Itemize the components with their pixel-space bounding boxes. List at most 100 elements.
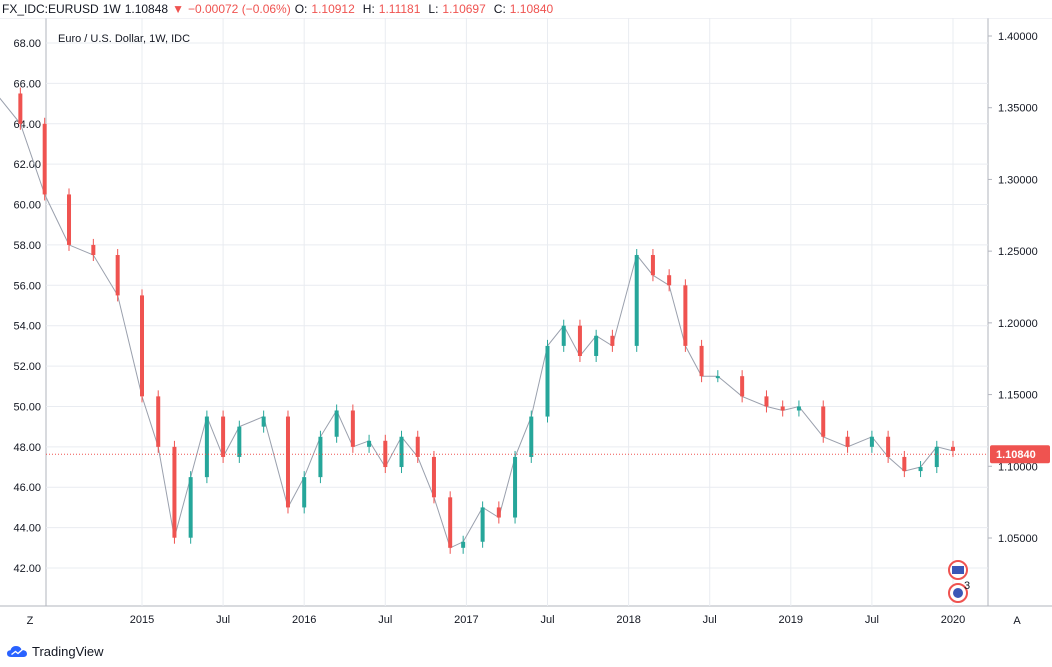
candle-body — [461, 541, 466, 548]
candle-body — [115, 255, 120, 296]
candle-body — [650, 255, 655, 276]
candle-body — [172, 446, 177, 538]
open-value: 1.10912 — [311, 2, 355, 16]
left-axis-tick-label: 54.00 — [13, 321, 41, 333]
time-axis-tick-label: 2015 — [130, 614, 154, 626]
candle-body — [561, 325, 566, 346]
left-axis-tick-label: 68.00 — [13, 38, 41, 50]
right-axis-tick-label: 1.20000 — [998, 318, 1038, 330]
candle-body — [545, 345, 550, 417]
time-axis-tick-label: 2017 — [454, 614, 478, 626]
zoom-button[interactable] — [20, 611, 40, 629]
open-label: O: — [294, 2, 308, 16]
price-chart[interactable]: 68.00 66.00 64.00 62.00 60.00 58.00 56.00 54.00… — [0, 18, 1052, 636]
candle-body — [780, 406, 785, 411]
left-axis-tick-label: 64.00 — [13, 119, 41, 131]
branding-text: TradingView — [32, 644, 104, 659]
tradingview-logo[interactable]: TradingView — [6, 644, 104, 659]
us-flag-inner-icon — [952, 566, 964, 574]
candle-body — [715, 376, 720, 379]
right-axis-tick-label: 1.40000 — [998, 31, 1038, 43]
candle-body — [188, 477, 193, 538]
candle-body — [156, 396, 161, 447]
left-axis-tick-label: 62.00 — [13, 159, 41, 171]
time-axis-tick-label: 2019 — [779, 614, 803, 626]
chart-background — [0, 18, 1052, 636]
auto-scale-button[interactable] — [1007, 611, 1027, 629]
symbol-name[interactable]: FX_IDC:EURUSD — [2, 2, 99, 16]
candle-body — [610, 335, 615, 346]
low-value: 1.10697 — [442, 2, 486, 16]
left-axis-tick-label: 42.00 — [13, 563, 41, 575]
candle-body — [634, 255, 639, 346]
close-value: 1.10840 — [509, 2, 554, 16]
chart-title: Euro / U.S. Dollar, 1W, IDC — [58, 33, 190, 45]
left-axis-tick-label: 46.00 — [13, 482, 41, 494]
candle-body — [67, 194, 72, 245]
candle-body — [934, 446, 939, 468]
candle-body — [318, 436, 323, 478]
left-axis-tick-label: 50.00 — [13, 401, 41, 413]
candle-body — [699, 345, 704, 377]
candle-body — [367, 440, 372, 447]
time-axis-tick-label: Jul — [865, 614, 879, 626]
right-axis-tick-label: 1.15000 — [998, 390, 1038, 402]
last-price: 1.10848 — [124, 2, 169, 16]
candle-body — [869, 436, 874, 447]
right-axis-tick-label: 1.35000 — [998, 103, 1038, 115]
tradingview-cloud-icon — [7, 645, 27, 657]
interval-label[interactable]: 1W — [102, 2, 121, 16]
candle-body — [764, 396, 769, 407]
eu-flag-inner-icon — [953, 588, 963, 598]
zoom-button-label[interactable]: Z — [27, 615, 34, 627]
candle-body — [431, 456, 436, 498]
candle-body — [285, 416, 290, 508]
left-axis-tick-label: 44.00 — [13, 523, 41, 535]
price-change: −0.00072 (−0.06%) — [187, 2, 291, 16]
candle-body — [350, 410, 355, 447]
auto-scale-button-label[interactable]: A — [1013, 615, 1021, 627]
right-axis-tick-label: 1.05000 — [998, 533, 1038, 545]
high-value: 1.11181 — [378, 2, 421, 16]
time-axis-tick-label: Jul — [378, 614, 392, 626]
candle-body — [415, 436, 420, 457]
candle-body — [740, 376, 745, 397]
candle-body — [42, 123, 47, 195]
low-label: L: — [428, 2, 439, 16]
time-axis-tick-label: 2020 — [941, 614, 965, 626]
time-axis-tick-label: 2016 — [292, 614, 316, 626]
last-price-tag-label: 1.10840 — [996, 449, 1036, 461]
candle-body — [667, 275, 672, 286]
candle-body — [513, 456, 518, 518]
candle-body — [577, 325, 582, 356]
candle-body — [845, 436, 850, 447]
candle-body — [529, 416, 534, 457]
candle-body — [221, 416, 226, 457]
left-axis-tick-label: 56.00 — [13, 280, 41, 292]
last-price-tag — [990, 445, 1050, 464]
candle-body — [18, 93, 23, 124]
left-axis-tick-label: 48.00 — [13, 442, 41, 454]
candle-body — [448, 497, 453, 548]
candle-body — [140, 295, 144, 397]
candle-body — [918, 467, 923, 472]
candle-body — [902, 456, 907, 472]
time-axis-tick-label: Jul — [540, 614, 554, 626]
time-axis-tick-label: Jul — [216, 614, 230, 626]
left-axis-tick-label: 66.00 — [13, 78, 41, 90]
down-arrow-icon: ▼ — [172, 2, 184, 16]
candle-body — [91, 244, 96, 256]
left-axis-tick-label: 58.00 — [13, 240, 41, 252]
candle-body — [951, 446, 955, 451]
candle-body — [237, 426, 242, 457]
time-axis-tick-label: 2018 — [616, 614, 640, 626]
right-axis-tick-label: 1.25000 — [998, 246, 1038, 258]
symbol-header: FX_IDC:EURUSD 1W 1.10848 ▼ −0.00072 (−0.06%)… — [0, 0, 1052, 18]
right-axis-tick-label: 1.30000 — [998, 174, 1038, 186]
right-axis-tick-label: 1.10000 — [998, 461, 1038, 473]
left-axis-tick-label: 52.00 — [13, 361, 41, 373]
candle-body — [399, 436, 404, 468]
close-label: C: — [493, 2, 506, 16]
candle-body — [261, 416, 266, 427]
high-label: H: — [362, 2, 375, 16]
